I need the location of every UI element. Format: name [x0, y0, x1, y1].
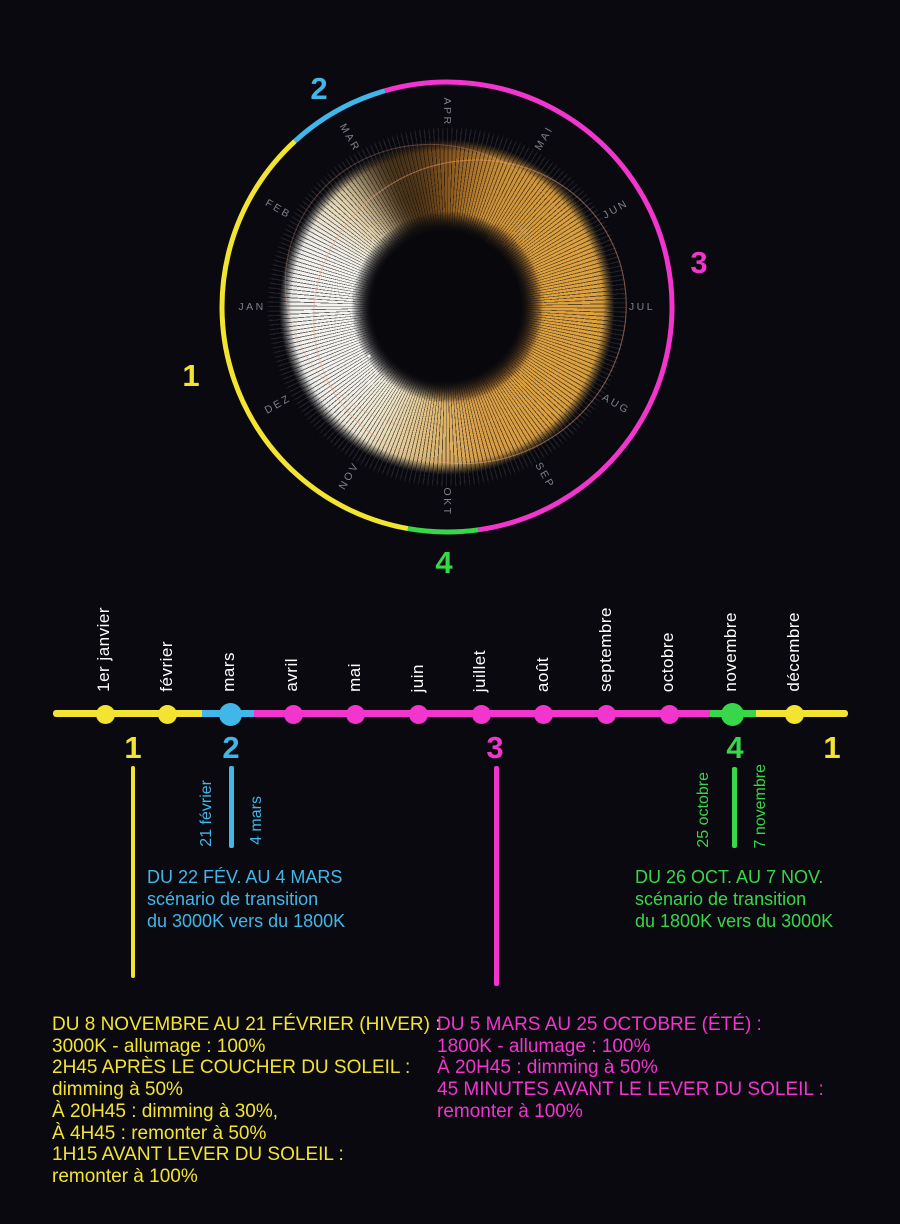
text-line: 3000K - allumage : 100%: [52, 1035, 266, 1057]
ring-number-4: 4: [435, 545, 453, 580]
orbit-line: [313, 159, 627, 465]
timeline-month-dot: [95, 704, 115, 724]
timeline-month-dot: [720, 702, 744, 726]
timeline-month-dot: [158, 704, 178, 724]
ring-month-feb: FEB: [263, 197, 293, 221]
timeline-month-dot: [534, 704, 554, 724]
timeline-month-label-2: mars: [219, 652, 239, 692]
autumn-start-date: 25 octobre: [695, 772, 712, 848]
timeline-month-dot: [471, 704, 491, 724]
timeline-month-dot: [283, 704, 303, 724]
ring-month-dez: DEZ: [263, 392, 294, 417]
timeline-month-label-11: décembre: [783, 612, 803, 692]
text-line: remonter à 100%: [52, 1165, 198, 1187]
summer-scenario-note: DU 5 MARS AU 25 OCTOBRE (ÉTÉ) :1800K - a…: [437, 1014, 824, 1123]
orbit-line: [284, 143, 585, 431]
text-line: À 20H45 : dimming à 30%,: [52, 1100, 279, 1122]
text-line: du 1800K vers du 3000K: [635, 911, 834, 931]
text-line: DU 26 OCT. AU 7 NOV.: [635, 867, 824, 887]
ring-arc-1: [219, 139, 409, 532]
timeline-number-4: 4: [726, 730, 744, 765]
leader-line-winter: [131, 766, 135, 978]
text-line: 2H45 APRÈS LE COUCHER DU SOLEIL :: [52, 1057, 411, 1079]
timeline-month-label-0: 1er janvier: [94, 607, 113, 692]
ring-number-1: 1: [182, 358, 199, 393]
text-line: DU 8 NOVEMBRE AU 21 FÉVRIER (HIVER) :: [52, 1014, 441, 1035]
timeline-month-dot: [218, 702, 242, 726]
text-line: DU 5 MARS AU 25 OCTOBRE (ÉTÉ) :: [437, 1014, 762, 1035]
timeline-month-dot: [597, 704, 617, 724]
small-dot: [367, 354, 371, 358]
timeline-segment-yellow: [53, 710, 202, 717]
leader-line-summer: [494, 766, 499, 986]
text-line: 1800K - allumage : 100%: [437, 1035, 651, 1057]
autumn-transition-note: DU 26 OCT. AU 7 NOV. scénario de transiti…: [635, 866, 833, 932]
ring-month-sep: SEP: [532, 460, 557, 491]
text-line: scénario de transition: [147, 889, 319, 909]
leader-line-autumn: [732, 767, 737, 848]
text-line: dimming à 50%: [52, 1079, 183, 1101]
timeline-month-label-7: août: [532, 656, 552, 692]
timeline-number-1: 1: [823, 730, 841, 765]
timeline-month-label-5: juin: [407, 663, 427, 692]
ring-month-mai: MAI: [533, 124, 556, 153]
ring-month-mar: MAR: [337, 122, 363, 155]
ring-month-aug: AUG: [600, 392, 632, 418]
timeline-number-3: 3: [486, 730, 504, 765]
timeline-month-label-4: mai: [344, 663, 364, 692]
ring-arc-2: [293, 88, 386, 143]
ring-month-apr: APR: [441, 97, 453, 126]
timeline-month-label-1: février: [156, 641, 176, 692]
spring-end-date: 4 mars: [248, 796, 265, 845]
winter-scenario-note: DU 8 NOVEMBRE AU 21 FÉVRIER (HIVER) :300…: [52, 1014, 441, 1188]
timeline-month-label-10: novembre: [721, 612, 740, 692]
ring-month-jun: JUN: [601, 197, 631, 221]
ring-center-hole: [347, 207, 547, 407]
text-line: 1H15 AVANT LEVER DU SOLEIL :: [52, 1144, 344, 1166]
ring-number-2: 2: [310, 71, 327, 106]
timeline-month-label-8: septembre: [595, 607, 615, 692]
timeline-month-label-6: juillet: [470, 649, 490, 692]
ring-month-jul: JUL: [629, 301, 655, 313]
spring-start-date: 21 février: [198, 780, 215, 847]
ring-month-nov: NOV: [337, 460, 363, 492]
ring-month-okt: OKT: [441, 487, 453, 516]
text-line: DU 22 FÉV. AU 4 MARS: [147, 867, 343, 887]
timeline-month-dot: [785, 704, 805, 724]
leader-line-spring: [229, 766, 234, 848]
ring-number-3: 3: [690, 245, 707, 280]
timeline-month-dot: [659, 704, 679, 724]
text-line: remonter à 100%: [437, 1100, 583, 1122]
spring-transition-note: DU 22 FÉV. AU 4 MARS scénario de transiti…: [147, 866, 345, 932]
ring-arc-4: [407, 526, 479, 535]
timeline-month-dot: [409, 704, 428, 724]
timeline-number-1: 1: [124, 730, 142, 765]
text-line: du 3000K vers du 1800K: [147, 911, 346, 931]
timeline-number-2: 2: [222, 730, 240, 765]
ring-month-jan: JAN: [238, 301, 265, 313]
text-line: À 4H45 : remonter à 50%: [52, 1122, 267, 1144]
timeline-month-label-3: avril: [282, 658, 302, 692]
timeline-month-dot: [346, 704, 366, 724]
annual-cycle-ring: APR MAI JUN JUL AUG SEP OKT NOV DEZ JAN FEB MAR 1 2 3 4: [182, 71, 707, 580]
timeline-month-label-9: octobre: [658, 631, 678, 692]
autumn-end-date: 7 novembre: [752, 763, 769, 849]
text-line: scénario de transition: [635, 889, 807, 909]
ring-arc-3: [384, 79, 675, 533]
text-line: À 20H45 : dimming à 50%: [437, 1057, 658, 1079]
text-line: 45 MINUTES AVANT LE LEVER DU SOLEIL :: [437, 1079, 824, 1101]
